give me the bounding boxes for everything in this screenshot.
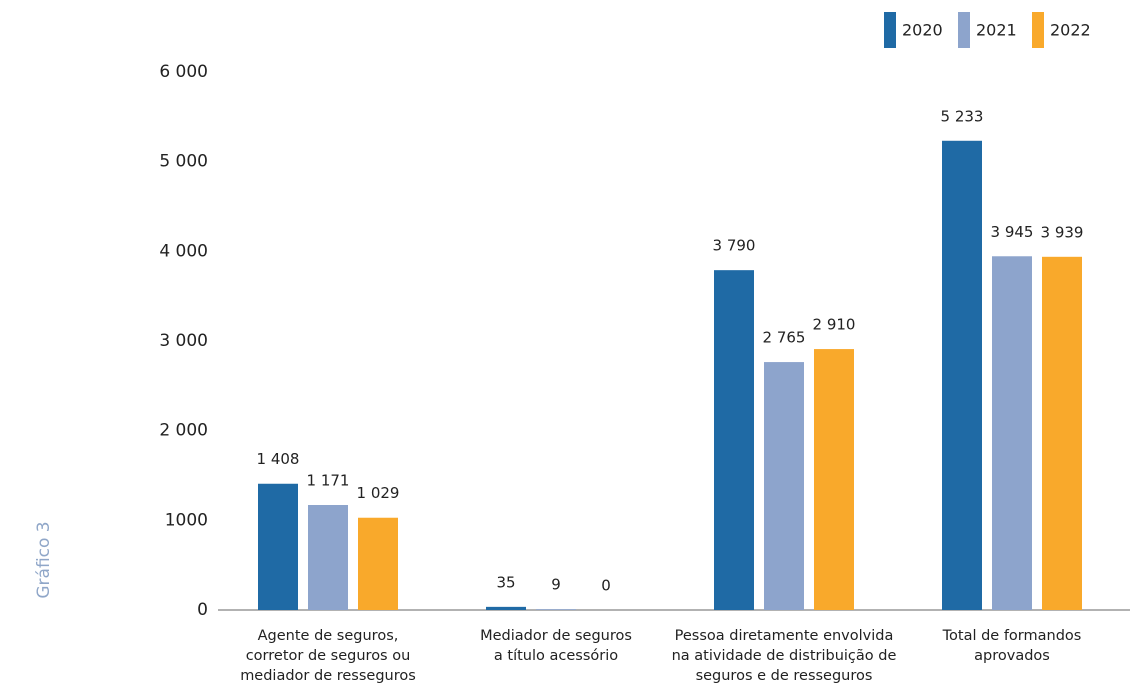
bar bbox=[486, 606, 526, 610]
value-label: 3 945 bbox=[991, 223, 1034, 241]
value-label: 3 790 bbox=[713, 237, 756, 255]
bar bbox=[814, 349, 854, 610]
bar bbox=[308, 505, 348, 610]
x-tick-label: na atividade de distribuição de bbox=[672, 648, 897, 664]
bar bbox=[1042, 256, 1082, 610]
legend-swatch bbox=[1032, 12, 1044, 48]
side-label: Gráfico 3 bbox=[34, 521, 54, 598]
y-tick-label: 5 000 bbox=[159, 152, 208, 172]
value-label: 9 bbox=[551, 576, 561, 594]
y-tick-label: 1000 bbox=[165, 510, 208, 530]
value-label: 35 bbox=[496, 573, 515, 591]
bar bbox=[764, 362, 804, 610]
x-tick-label: mediador de resseguros bbox=[240, 668, 416, 684]
y-tick-label: 0 bbox=[197, 600, 208, 620]
y-tick-label: 2 000 bbox=[159, 421, 208, 441]
x-tick-label: Agente de seguros, bbox=[258, 628, 399, 644]
value-label: 1 408 bbox=[257, 450, 300, 468]
bar bbox=[992, 256, 1032, 610]
value-label: 3 939 bbox=[1041, 223, 1084, 241]
value-label: 2 910 bbox=[813, 316, 856, 334]
y-tick-label: 3 000 bbox=[159, 331, 208, 351]
legend-label: 2020 bbox=[902, 21, 943, 40]
bar bbox=[258, 483, 298, 610]
x-tick-label: seguros e de resseguros bbox=[696, 668, 873, 684]
bar bbox=[536, 609, 576, 610]
legend-swatch bbox=[958, 12, 970, 48]
y-tick-label: 6 000 bbox=[159, 62, 208, 82]
bar bbox=[358, 517, 398, 610]
x-tick-label: corretor de seguros ou bbox=[246, 648, 411, 664]
x-tick-label: Mediador de seguros bbox=[480, 628, 632, 644]
legend-swatch bbox=[884, 12, 896, 48]
legend-label: 2022 bbox=[1050, 21, 1091, 40]
value-label: 1 171 bbox=[307, 472, 350, 490]
x-tick-label: Pessoa diretamente envolvida bbox=[675, 628, 894, 644]
x-tick-label: a título acessório bbox=[494, 648, 618, 664]
legend-label: 2021 bbox=[976, 21, 1017, 40]
bar bbox=[942, 140, 982, 610]
x-tick-label: aprovados bbox=[974, 648, 1050, 664]
value-label: 2 765 bbox=[763, 329, 806, 347]
y-tick-label: 4 000 bbox=[159, 241, 208, 261]
value-label: 0 bbox=[601, 577, 611, 595]
value-label: 5 233 bbox=[941, 107, 984, 125]
value-label: 1 029 bbox=[357, 484, 400, 502]
x-tick-label: Total de formandos bbox=[942, 628, 1082, 644]
bar bbox=[714, 270, 754, 610]
